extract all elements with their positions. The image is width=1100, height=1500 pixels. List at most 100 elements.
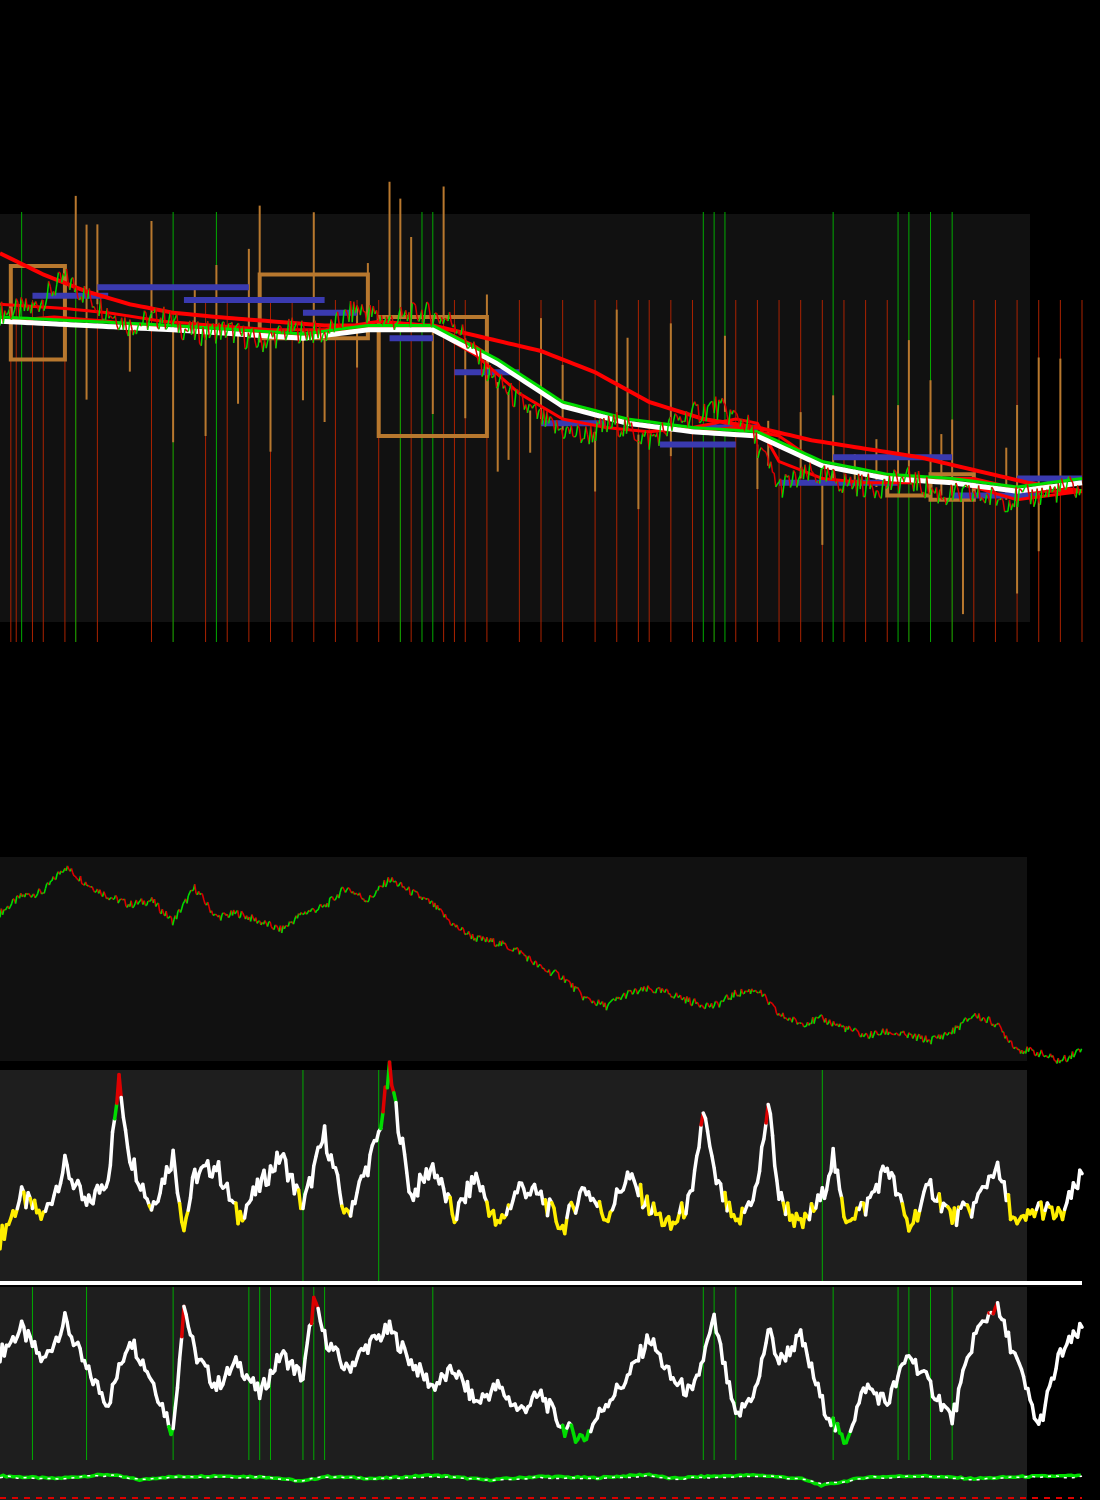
- price-segment-181: [291, 317, 295, 331]
- price-segment-332: [536, 410, 540, 420]
- price-segment-355: [573, 434, 577, 438]
- overview-segment-257: [331, 896, 335, 901]
- price-segment-591: [956, 487, 960, 496]
- price-segment-628: [1016, 489, 1020, 508]
- oscillator-3-line: [0, 1472, 1083, 1499]
- price-segment-547: [885, 486, 889, 490]
- price-segment-17: [25, 298, 29, 311]
- overview-segment-805: [1043, 1055, 1046, 1058]
- osc1-segment-407: [876, 1170, 883, 1194]
- osc1-segment-263: [565, 1203, 571, 1220]
- osc2-segment-121: [257, 1384, 264, 1401]
- overview-segment-426: [551, 971, 554, 975]
- price-segment-600: [971, 491, 975, 502]
- overview-segment-417: [539, 963, 543, 967]
- overview-segment-29: [35, 893, 39, 897]
- price-segment-267: [430, 321, 435, 328]
- overview-segment-165: [212, 914, 215, 917]
- price-segment-511: [826, 467, 831, 476]
- price-segment-471: [762, 449, 765, 452]
- price-segment-13: [18, 297, 22, 319]
- price-segment-504: [816, 480, 819, 484]
- price-segment-637: [1031, 489, 1035, 507]
- price-segment-3: [2, 310, 6, 324]
- osc2-segment-84: [177, 1334, 184, 1361]
- overview-segment-601: [778, 1013, 782, 1017]
- osc1-segment-414: [891, 1174, 898, 1197]
- osc1-segment-67: [141, 1182, 147, 1199]
- osc1-segment-354: [762, 1121, 768, 1141]
- price-segment-598: [968, 485, 972, 499]
- price-segment-237: [382, 321, 386, 326]
- overview-segment-590: [764, 993, 767, 998]
- osc2-segment-292: [627, 1361, 634, 1376]
- overview-segment-458: [592, 1000, 596, 1004]
- price-segment-275: [444, 317, 447, 320]
- overview-segment-553: [716, 1001, 719, 1005]
- overview-segment-403: [521, 951, 524, 955]
- price-segment-5: [5, 312, 9, 316]
- overview-segment-615: [796, 1022, 800, 1025]
- overview-segment-108: [138, 900, 141, 903]
- overview-segment-542: [701, 1005, 705, 1009]
- overview-segment-345: [446, 917, 449, 920]
- price-segment-281: [453, 324, 457, 334]
- price-segment-480: [776, 481, 780, 485]
- osc1-segment-166: [355, 1179, 361, 1195]
- price-segment-307: [496, 386, 499, 389]
- overview-segment-767: [993, 1023, 997, 1028]
- price-segment-121: [194, 326, 198, 341]
- price-segment-39: [60, 273, 65, 283]
- osc1-segment-268: [576, 1190, 582, 1206]
- price-segment-310: [500, 374, 504, 389]
- overview-segment-284: [366, 900, 370, 903]
- price-segment-60: [95, 310, 98, 314]
- wick-spikes: [74, 181, 1062, 615]
- price-segment-580: [938, 489, 943, 500]
- overview-segment-463: [599, 1002, 602, 1005]
- price-segment-532: [861, 474, 865, 497]
- price-segment-648: [1049, 485, 1053, 493]
- price-segment-140: [224, 331, 228, 338]
- overview-segment-78: [99, 889, 103, 895]
- price-segment-611: [989, 487, 993, 505]
- osc2-segment-412: [887, 1386, 894, 1405]
- price-segment-231: [372, 305, 376, 315]
- overview-segment-631: [817, 1016, 820, 1019]
- overview-segment-604: [782, 1012, 786, 1019]
- osc1-segment-177: [379, 1110, 385, 1131]
- overview-segment-720: [933, 1035, 936, 1038]
- price-segment-171: [275, 329, 279, 349]
- osc1-segment-331: [712, 1166, 719, 1186]
- osc2-segment-376: [809, 1361, 816, 1380]
- overview-segment-587: [760, 989, 763, 997]
- overview-segment-404: [522, 952, 526, 957]
- overview-segment-634: [821, 1014, 824, 1019]
- price-segment-462: [747, 414, 751, 431]
- price-segment-353: [570, 425, 574, 437]
- price-segment-89: [142, 310, 146, 324]
- price-segment-561: [908, 466, 912, 485]
- overview-segment-166: [213, 913, 216, 916]
- osc2-segment-52: [108, 1382, 115, 1405]
- osc1-segment-306: [658, 1211, 664, 1228]
- price-segment-303: [489, 365, 493, 378]
- overview-segment-658: [852, 1028, 856, 1032]
- price-segment-572: [925, 476, 930, 493]
- osc1-segment-189: [405, 1170, 411, 1194]
- price-segment-468: [757, 450, 761, 459]
- price-segment-72: [114, 315, 118, 326]
- overview-segment-23: [27, 892, 31, 896]
- osc2-segment-352: [757, 1357, 764, 1378]
- osc1-segment-32: [65, 1163, 71, 1181]
- price-segment-8: [10, 315, 14, 321]
- osc2-segment-483: [1041, 1403, 1047, 1423]
- price-segment-32: [49, 286, 53, 297]
- osc2-segment-141: [301, 1356, 307, 1381]
- price-segment-102: [163, 306, 167, 330]
- price-segment-409: [661, 422, 665, 433]
- overview-segment-656: [849, 1028, 853, 1032]
- overview-segment-141: [181, 903, 184, 909]
- overview-segment-479: [619, 996, 623, 1001]
- price-segment-536: [867, 473, 871, 490]
